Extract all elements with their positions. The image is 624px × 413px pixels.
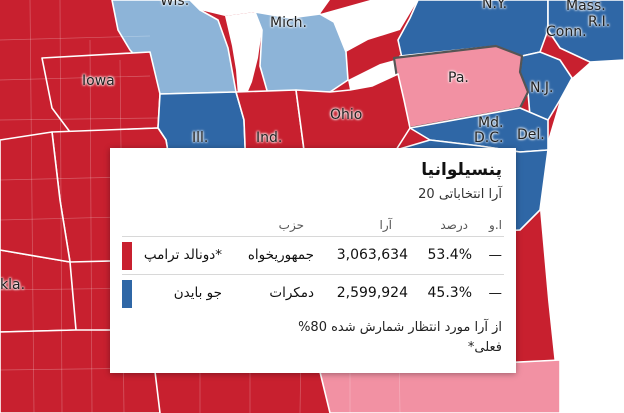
popup-divider-middle bbox=[122, 274, 504, 275]
label-wisconsin: Wis. bbox=[160, 0, 190, 9]
party-color-bar-democrat bbox=[122, 280, 132, 308]
label-new-jersey: N.J. bbox=[530, 80, 554, 96]
state-michigan[interactable] bbox=[254, 11, 349, 95]
label-maryland: Md. bbox=[478, 115, 504, 131]
atlantic-ocean bbox=[540, 60, 624, 413]
result-candidate: جو بایدن bbox=[173, 285, 222, 301]
footnote-expected-vote: از آرا مورد انتظار شمارش شده 80% bbox=[298, 320, 502, 335]
label-iowa: Iowa bbox=[82, 73, 115, 89]
state-results-popup: پنسیلوانیا آرا انتخاباتی 20 ا.و درصد آرا… bbox=[110, 148, 516, 373]
label-connecticut: Conn. bbox=[546, 24, 587, 40]
result-party: جمهوریخواه bbox=[247, 247, 314, 263]
footnote-incumbent: فعلی* bbox=[467, 340, 502, 355]
popup-state-title: پنسیلوانیا bbox=[421, 160, 502, 180]
result-candidate: *دونالد ترامپ bbox=[143, 247, 222, 263]
lake-michigan bbox=[225, 12, 262, 96]
result-votes: 2,599,924 bbox=[336, 285, 408, 301]
result-row-trump: — 53.4% 3,063,634 جمهوریخواه *دونالد ترا… bbox=[122, 242, 504, 270]
party-color-bar-republican bbox=[122, 242, 132, 270]
label-pennsylvania: Pa. bbox=[448, 70, 469, 86]
label-massachusetts: Mass. bbox=[566, 0, 606, 14]
header-percent: درصد bbox=[440, 218, 468, 232]
popup-footnote: از آرا مورد انتظار شمارش شده 80% فعلی* bbox=[122, 318, 502, 358]
result-row-biden: — 45.3% 2,599,924 دمکرات جو بایدن bbox=[122, 280, 504, 308]
label-oklahoma: kla. bbox=[0, 277, 26, 293]
result-ev: — bbox=[488, 247, 503, 263]
label-dc: D.C. bbox=[474, 130, 504, 146]
result-party: دمکرات bbox=[269, 285, 314, 301]
lake-huron bbox=[320, 0, 418, 52]
result-ev: — bbox=[488, 285, 503, 301]
label-delaware: Del. bbox=[517, 127, 545, 143]
result-percent: 53.4% bbox=[427, 247, 472, 263]
label-new-york: N.Y. bbox=[482, 0, 508, 12]
lake-erie bbox=[348, 58, 402, 90]
header-party: حزب bbox=[278, 218, 304, 232]
state-kansas[interactable] bbox=[0, 131, 71, 263]
result-votes: 3,063,634 bbox=[336, 247, 408, 263]
popup-electoral-votes: آرا انتخاباتی 20 bbox=[418, 187, 502, 202]
label-indiana: Ind. bbox=[256, 130, 283, 146]
header-electoral-votes: ا.و bbox=[489, 218, 502, 232]
label-ohio: Ohio bbox=[330, 107, 363, 123]
label-rhode-island: R.I. bbox=[588, 14, 611, 30]
popup-divider-top bbox=[122, 236, 504, 237]
header-votes: آرا bbox=[379, 218, 392, 232]
result-percent: 45.3% bbox=[427, 285, 472, 301]
lake-superior bbox=[190, 0, 330, 18]
state-wisconsin[interactable] bbox=[111, 0, 237, 95]
label-illinois: Ill. bbox=[192, 130, 209, 146]
label-michigan: Mich. bbox=[270, 15, 307, 31]
